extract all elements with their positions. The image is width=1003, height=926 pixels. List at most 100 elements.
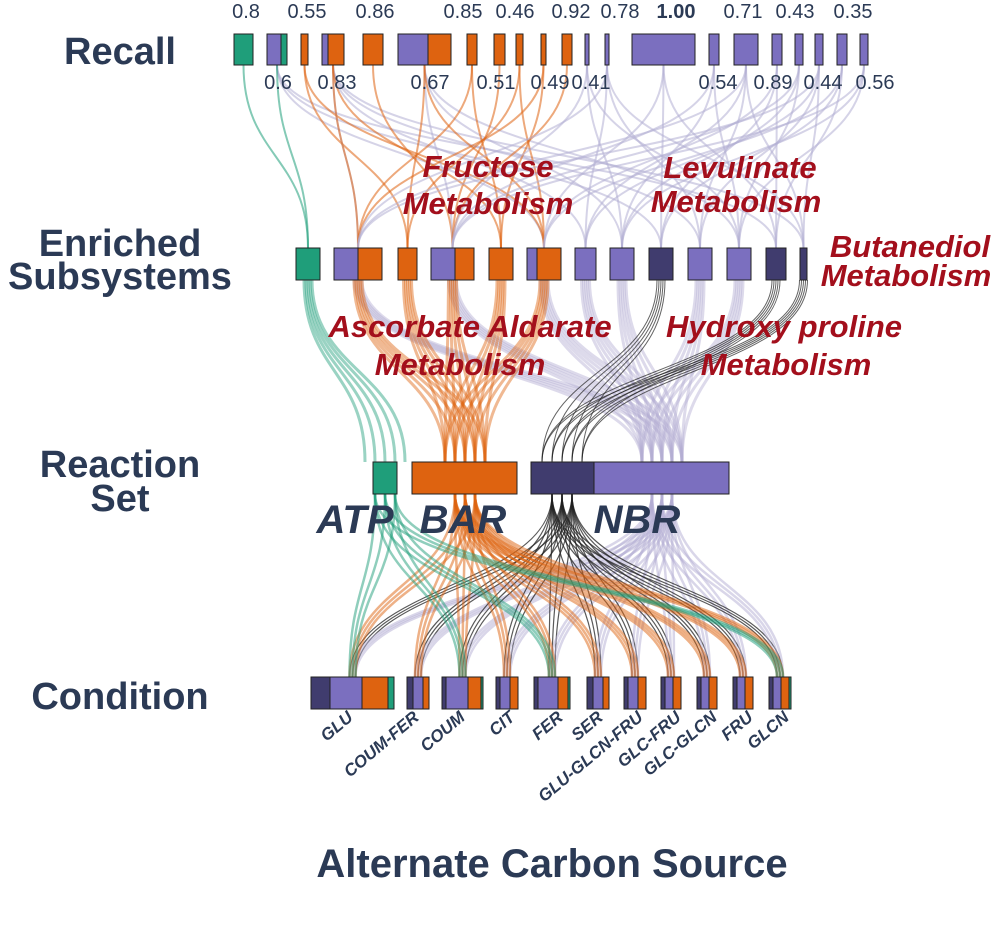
condition-label: GLCN — [743, 707, 793, 753]
flow-link — [636, 493, 674, 678]
subsystem-label-hydroxy-metabolism: Metabolism — [701, 347, 872, 382]
condition-node — [623, 676, 629, 710]
flow-link — [357, 64, 545, 249]
flow-link — [540, 279, 654, 463]
flow-link — [621, 64, 715, 249]
flow-link — [354, 279, 457, 463]
flow-link — [352, 279, 447, 463]
condition-label: COUM — [417, 707, 470, 755]
condition-node — [744, 676, 754, 710]
flow-link — [449, 279, 457, 463]
flow-link — [473, 493, 640, 678]
condition-node — [602, 676, 610, 710]
flow-link — [542, 279, 664, 463]
flow-link — [348, 493, 377, 678]
condition-node — [660, 676, 666, 710]
subsystem-node — [357, 247, 383, 281]
condition-node — [736, 676, 746, 710]
recall-node — [771, 33, 783, 66]
flow-link — [310, 279, 407, 463]
flow-link — [670, 279, 743, 463]
flow-link — [473, 493, 785, 678]
flow-link — [581, 279, 666, 463]
flow-link — [584, 64, 747, 249]
flow-link — [584, 64, 820, 249]
flow-link — [360, 279, 684, 463]
flow-link — [500, 64, 545, 249]
condition-node — [361, 676, 389, 710]
condition-node — [557, 676, 569, 710]
flow-link — [453, 493, 506, 678]
flow-link — [571, 279, 664, 463]
recall-value: 0.89 — [754, 72, 793, 94]
flow-link — [443, 279, 542, 463]
flow-link — [453, 493, 742, 678]
flow-link — [332, 64, 701, 249]
recall-node — [733, 33, 759, 66]
flow-link — [276, 64, 662, 249]
recall-node — [814, 33, 824, 66]
flow-link — [357, 64, 747, 249]
condition-node — [637, 676, 647, 710]
flow-link — [276, 64, 777, 249]
subsystem-node — [799, 247, 808, 281]
flow-link — [624, 279, 684, 463]
flow-link — [354, 279, 654, 463]
flow-link — [443, 279, 499, 463]
flow-link — [571, 493, 747, 678]
flow-link — [660, 64, 843, 249]
recall-node — [466, 33, 478, 66]
recall-value: 0.44 — [804, 72, 843, 94]
flow-link — [447, 279, 644, 463]
recall-node — [427, 33, 452, 66]
recall-node — [561, 33, 573, 66]
flow-link — [588, 279, 684, 463]
flow-link — [451, 64, 800, 249]
flow-link — [581, 279, 781, 463]
flow-link — [483, 279, 507, 463]
recall-node — [515, 33, 524, 66]
flow-link — [571, 279, 779, 463]
recall-node — [836, 33, 848, 66]
flow-link — [713, 64, 740, 249]
flow-link — [544, 279, 674, 463]
condition-node — [537, 676, 559, 710]
flow-link — [618, 279, 654, 463]
recall-value: 0.51 — [477, 72, 516, 94]
flow-link — [538, 279, 644, 463]
flow-link — [660, 493, 782, 678]
subsystem-label-levulinate-metabolism: Metabolism — [651, 184, 822, 219]
subsystem-label-butanediol: Butanediol — [830, 229, 992, 264]
subsystem-node — [430, 247, 456, 281]
subsystem-node — [687, 247, 713, 281]
recall-node — [708, 33, 720, 66]
recall-values-bottom: 0.6 0.83 0.67 0.51 0.49 0.41 0.54 0.89 0… — [264, 72, 894, 94]
flow-link — [541, 279, 773, 463]
flow-link — [561, 279, 777, 463]
flow-link — [551, 279, 802, 463]
flow-link — [571, 493, 784, 678]
subsystem-node — [574, 247, 597, 281]
condition-node — [732, 676, 738, 710]
recall-value: 0.6 — [264, 72, 292, 94]
recall-value: 0.41 — [572, 72, 611, 94]
flow-link — [455, 279, 684, 463]
reaction-set-label-atp: ATP — [315, 498, 393, 542]
flow-link — [670, 493, 748, 678]
flow-link — [332, 64, 587, 249]
flow-link — [451, 279, 467, 463]
flow-link — [413, 493, 457, 678]
condition-labels: GLU COUM-FER COUM CIT FER SER GLU-GLCN-F… — [317, 706, 793, 805]
condition-node — [780, 676, 790, 710]
flow-link — [483, 279, 550, 463]
flow-link — [453, 279, 501, 463]
condition-label: CIT — [485, 706, 519, 739]
row-label-condition: Condition — [31, 676, 208, 718]
flow-link — [650, 493, 779, 678]
flow-link — [404, 279, 457, 463]
recall-value: 0.49 — [531, 72, 570, 94]
flow-link — [584, 64, 608, 249]
flow-link — [543, 64, 843, 249]
recall-node — [631, 33, 696, 66]
flow-link — [393, 493, 467, 678]
